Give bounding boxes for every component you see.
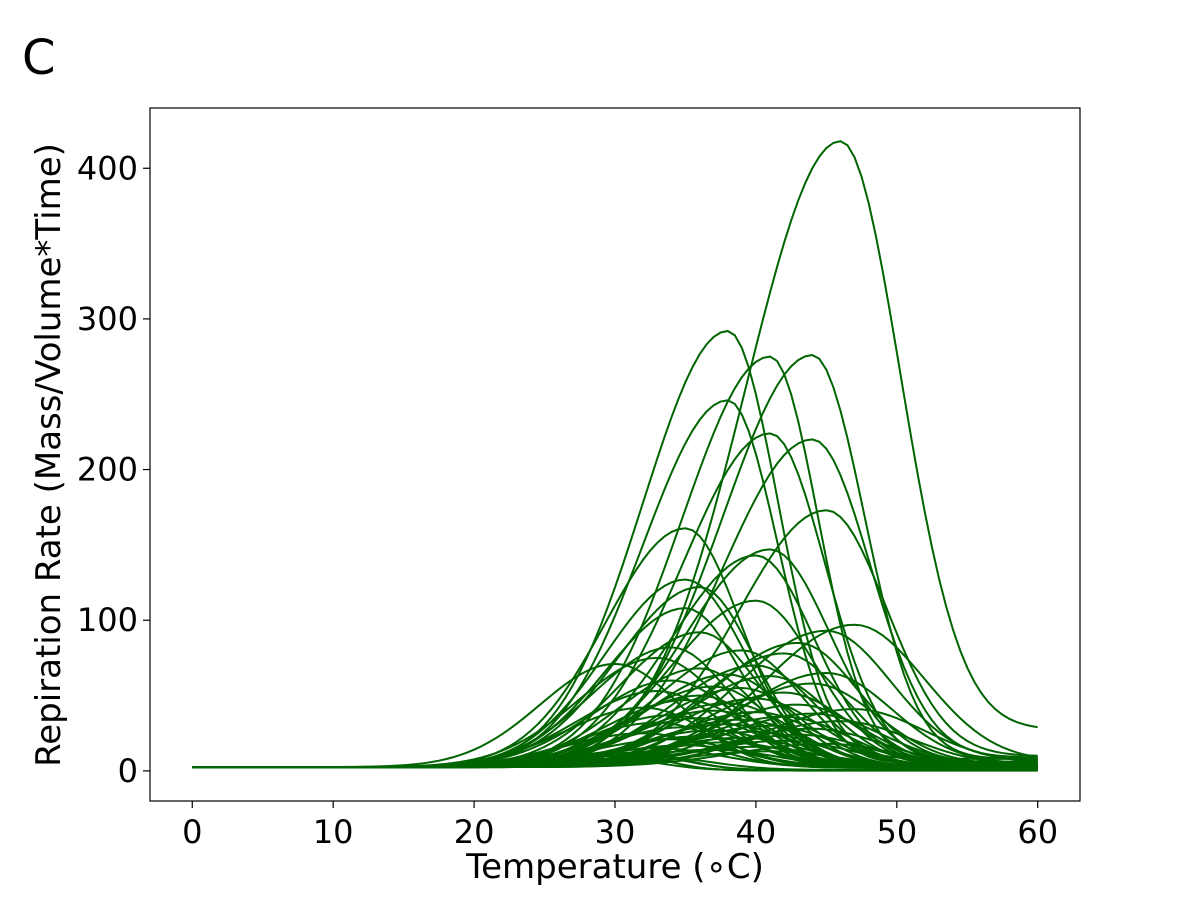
x-tick-label: 20	[454, 813, 495, 851]
y-tick-label: 400	[77, 149, 138, 187]
x-tick-label: 10	[313, 813, 354, 851]
x-tick-label: 50	[876, 813, 917, 851]
x-axis-title: Temperature (∘C)	[465, 847, 764, 887]
y-tick-label: 0	[118, 752, 138, 790]
series-line-c6	[192, 433, 1037, 767]
x-axis: 0 10 20 30 40 50 60	[182, 801, 1058, 851]
series-line-c7	[192, 439, 1037, 767]
y-tick-label: 300	[77, 300, 138, 338]
curves-group	[192, 141, 1037, 770]
y-axis: 0 100 200 300 400	[77, 149, 150, 790]
y-tick-label: 100	[77, 601, 138, 639]
x-tick-label: 0	[182, 813, 202, 851]
y-tick-label: 200	[77, 451, 138, 489]
x-tick-label: 40	[736, 813, 777, 851]
x-tick-label: 60	[1017, 813, 1058, 851]
y-axis-title: Repiration Rate (Mass/Volume*Time)	[29, 143, 69, 767]
x-tick-label: 30	[595, 813, 636, 851]
